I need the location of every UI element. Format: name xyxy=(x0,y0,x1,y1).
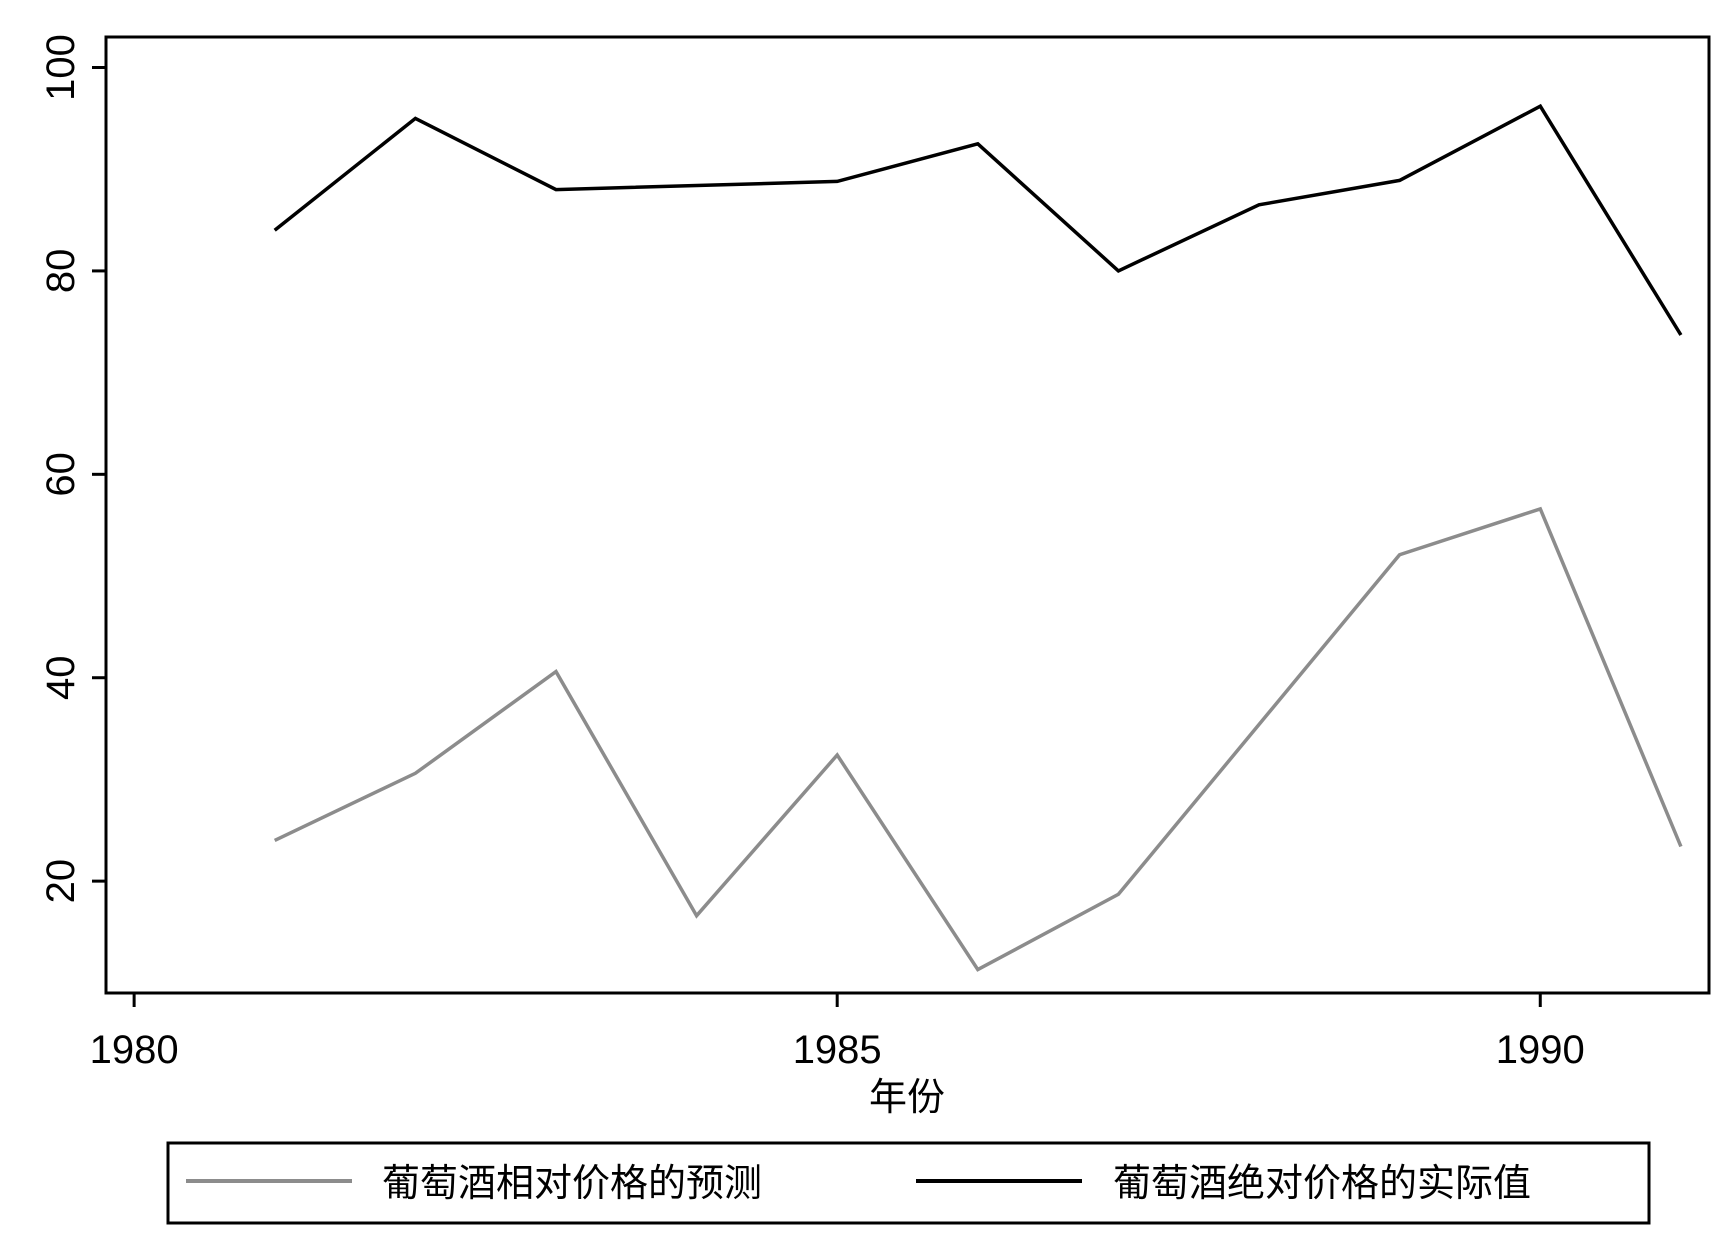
legend-label-actual: 葡萄酒绝对价格的实际值 xyxy=(1113,1161,1531,1205)
series-lines xyxy=(273,103,1683,972)
y-axis: 20 40 60 80 100 xyxy=(39,34,106,903)
series-line-actual xyxy=(273,103,1683,336)
y-tick-label: 60 xyxy=(39,452,83,497)
legend-box xyxy=(166,1141,1651,1225)
x-tick-label: 1985 xyxy=(793,1028,882,1072)
legend-label-prediction: 葡萄酒相对价格的预测 xyxy=(382,1161,762,1205)
y-tick-label: 40 xyxy=(39,655,83,700)
legend: 葡萄酒相对价格的预测 葡萄酒绝对价格的实际值 xyxy=(166,1141,1651,1225)
plot-area-frame xyxy=(104,35,1711,995)
y-tick-label: 100 xyxy=(39,34,83,101)
x-tick-label: 1990 xyxy=(1496,1028,1585,1072)
x-tick-label: 1980 xyxy=(90,1028,179,1072)
y-tick-label: 80 xyxy=(39,249,83,294)
series-line-prediction xyxy=(273,506,1683,972)
x-axis-title: 年份 xyxy=(869,1075,945,1119)
y-tick-label: 20 xyxy=(39,859,83,904)
x-axis: 1980 1985 1990 xyxy=(90,993,1585,1072)
